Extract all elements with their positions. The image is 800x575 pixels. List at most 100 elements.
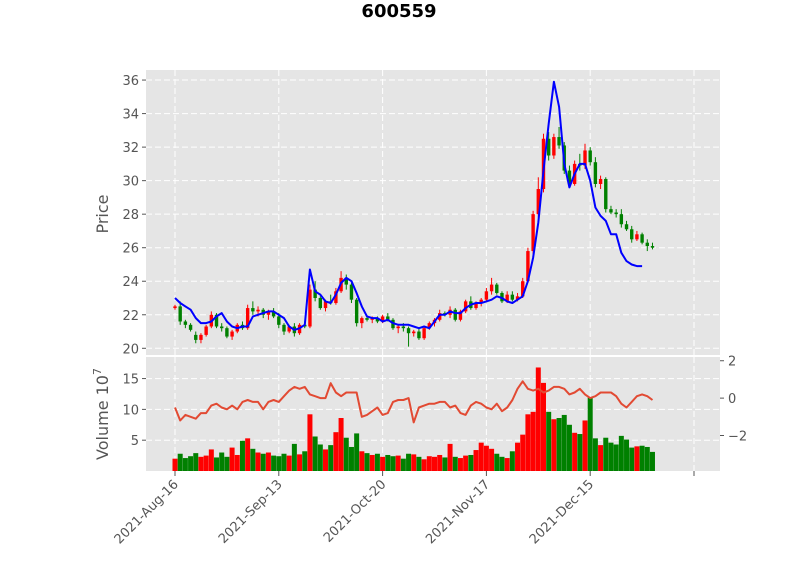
volume-bar xyxy=(447,443,453,471)
volume-bar xyxy=(203,455,209,471)
volume-bar xyxy=(359,451,365,471)
volume-bar xyxy=(561,414,567,471)
candle-body xyxy=(214,314,219,327)
price-tick-label: 22 xyxy=(122,309,139,324)
volume-bar xyxy=(634,446,640,471)
candle-body xyxy=(453,309,457,320)
volume-axis-label-exponent: 7 xyxy=(91,368,104,375)
volume-bar xyxy=(188,456,194,471)
volume-tick-label: 10 xyxy=(122,403,139,418)
candle-body xyxy=(526,251,530,282)
volume-bar xyxy=(177,453,183,471)
candle-body xyxy=(194,334,198,340)
volume-bar xyxy=(499,456,505,471)
candle-body xyxy=(463,301,468,312)
candle-body xyxy=(199,334,203,340)
candle-body xyxy=(604,178,608,210)
volume-axis-label-base: Volume 10 xyxy=(93,375,112,460)
volume-bar xyxy=(374,453,380,471)
volume-bar xyxy=(354,433,360,471)
candle-body xyxy=(204,326,208,335)
volume-bar xyxy=(193,453,199,471)
candle-body xyxy=(588,150,592,163)
candle-body xyxy=(412,331,416,334)
volume-bar xyxy=(473,450,479,471)
volume-bar xyxy=(214,457,220,471)
candle-body xyxy=(531,214,535,252)
volume-bar xyxy=(385,454,391,471)
volume-bar xyxy=(504,458,510,471)
candle-body xyxy=(630,229,634,240)
candle-body xyxy=(313,289,317,298)
volume-bar xyxy=(265,452,271,471)
chart-title: 600559 xyxy=(361,1,436,22)
moving-average-line xyxy=(174,80,643,331)
candle-body xyxy=(318,298,323,309)
candle-body xyxy=(505,294,509,302)
volume-bar xyxy=(219,452,225,471)
volume-bar xyxy=(649,451,655,471)
candle-body xyxy=(619,214,624,225)
candle-body xyxy=(624,224,629,230)
x-tick-label: 2021-Dec-15 xyxy=(527,477,597,547)
candle-body xyxy=(406,328,411,334)
volume-bar xyxy=(489,448,495,471)
candle-body xyxy=(183,321,188,325)
volume-bar xyxy=(260,453,266,471)
candle-body xyxy=(458,311,463,320)
candle-body xyxy=(173,306,177,309)
volume-axis-label: Volume 107 xyxy=(91,368,112,460)
volume-bar xyxy=(291,443,297,471)
price-tick-label: 36 xyxy=(122,74,139,89)
oscillator-tick-label: −2 xyxy=(728,429,747,444)
volume-bar xyxy=(546,411,552,471)
candle-body xyxy=(282,324,286,332)
volume-bar xyxy=(540,382,546,471)
candle-body xyxy=(308,289,312,327)
volume-bar xyxy=(182,458,188,471)
x-tick-label: 2021-Oct-20 xyxy=(321,477,389,545)
candle-body xyxy=(354,299,359,324)
candle-body xyxy=(489,284,494,292)
volume-bar xyxy=(348,446,354,471)
volume-bar xyxy=(224,456,230,471)
x-tick-label: 2021-Sep-13 xyxy=(216,477,286,547)
volume-bar xyxy=(587,397,593,471)
volume-bar xyxy=(608,442,614,471)
candle-body xyxy=(510,294,515,300)
volume-bar xyxy=(639,445,645,471)
volume-bar xyxy=(411,454,417,471)
volume-bar xyxy=(468,454,474,471)
candle-body xyxy=(380,316,385,322)
volume-bar xyxy=(478,442,484,471)
volume-bar xyxy=(629,447,635,471)
price-panel: 20 22 24 26 28 30 32 34 36 xyxy=(122,70,720,357)
volume-bar xyxy=(515,442,521,471)
volume-bar xyxy=(239,440,245,471)
volume-bar xyxy=(592,438,598,471)
price-plot-background xyxy=(146,70,720,355)
oscillator-line xyxy=(174,380,654,424)
candle-body xyxy=(230,331,234,337)
volume-bar xyxy=(644,446,650,471)
candle-body xyxy=(271,311,276,317)
candle-body xyxy=(567,170,572,184)
oscillator-tick-label: 0 xyxy=(728,392,736,407)
volume-tick-label: 15 xyxy=(122,373,139,388)
volume-bar xyxy=(328,445,334,471)
candle-body xyxy=(277,316,281,325)
candle-body xyxy=(479,299,483,304)
volume-bar xyxy=(421,459,427,471)
candle-body xyxy=(583,150,587,166)
candle-body xyxy=(546,138,551,156)
volume-bar xyxy=(442,457,448,471)
candle-body xyxy=(640,234,644,243)
oscillator-tick-label: 2 xyxy=(728,355,736,370)
volume-bar xyxy=(390,456,396,471)
candle-body xyxy=(521,281,525,297)
candle-body xyxy=(287,326,291,332)
candle-body xyxy=(484,291,489,300)
volume-bar xyxy=(229,447,235,471)
